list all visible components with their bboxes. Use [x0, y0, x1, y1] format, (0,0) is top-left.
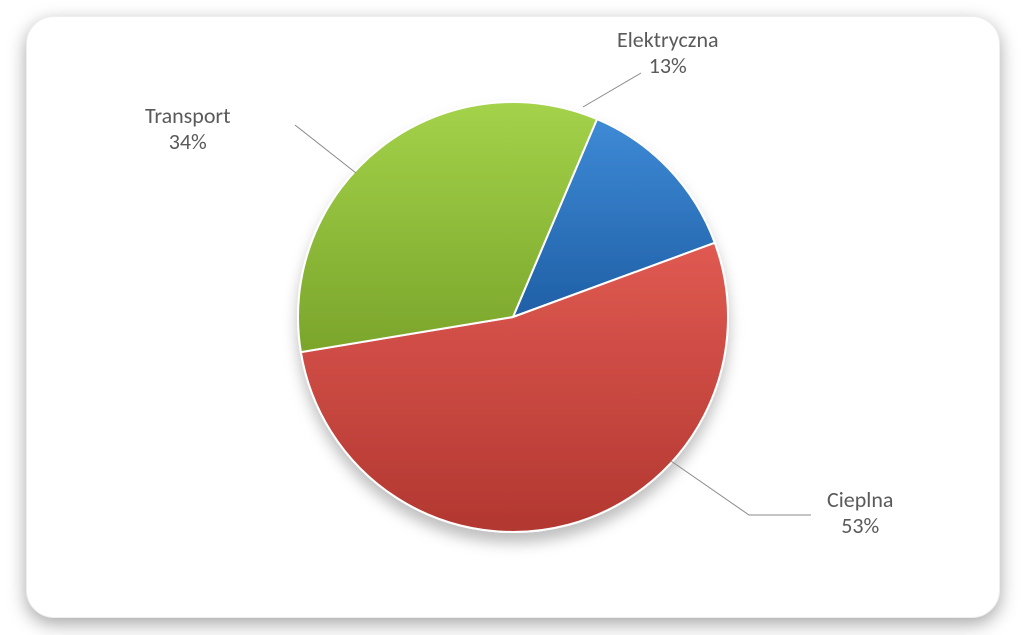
slice-name: Transport — [145, 103, 230, 129]
slice-label-elektryczna: Elektryczna 13% — [617, 27, 719, 80]
slice-label-cieplna: Cieplna 53% — [827, 487, 893, 540]
slice-name: Cieplna — [827, 487, 893, 513]
leader-line — [295, 125, 356, 173]
chart-frame: Elektryczna 13% Cieplna 53% Transport 34… — [26, 16, 1000, 618]
slice-percent: 13% — [617, 53, 719, 79]
pie-chart: Elektryczna 13% Cieplna 53% Transport 34… — [27, 17, 999, 617]
slice-percent: 34% — [145, 129, 230, 155]
slice-name: Elektryczna — [617, 27, 719, 53]
slice-label-transport: Transport 34% — [145, 103, 230, 156]
leader-line — [671, 461, 811, 515]
slice-percent: 53% — [827, 513, 893, 539]
